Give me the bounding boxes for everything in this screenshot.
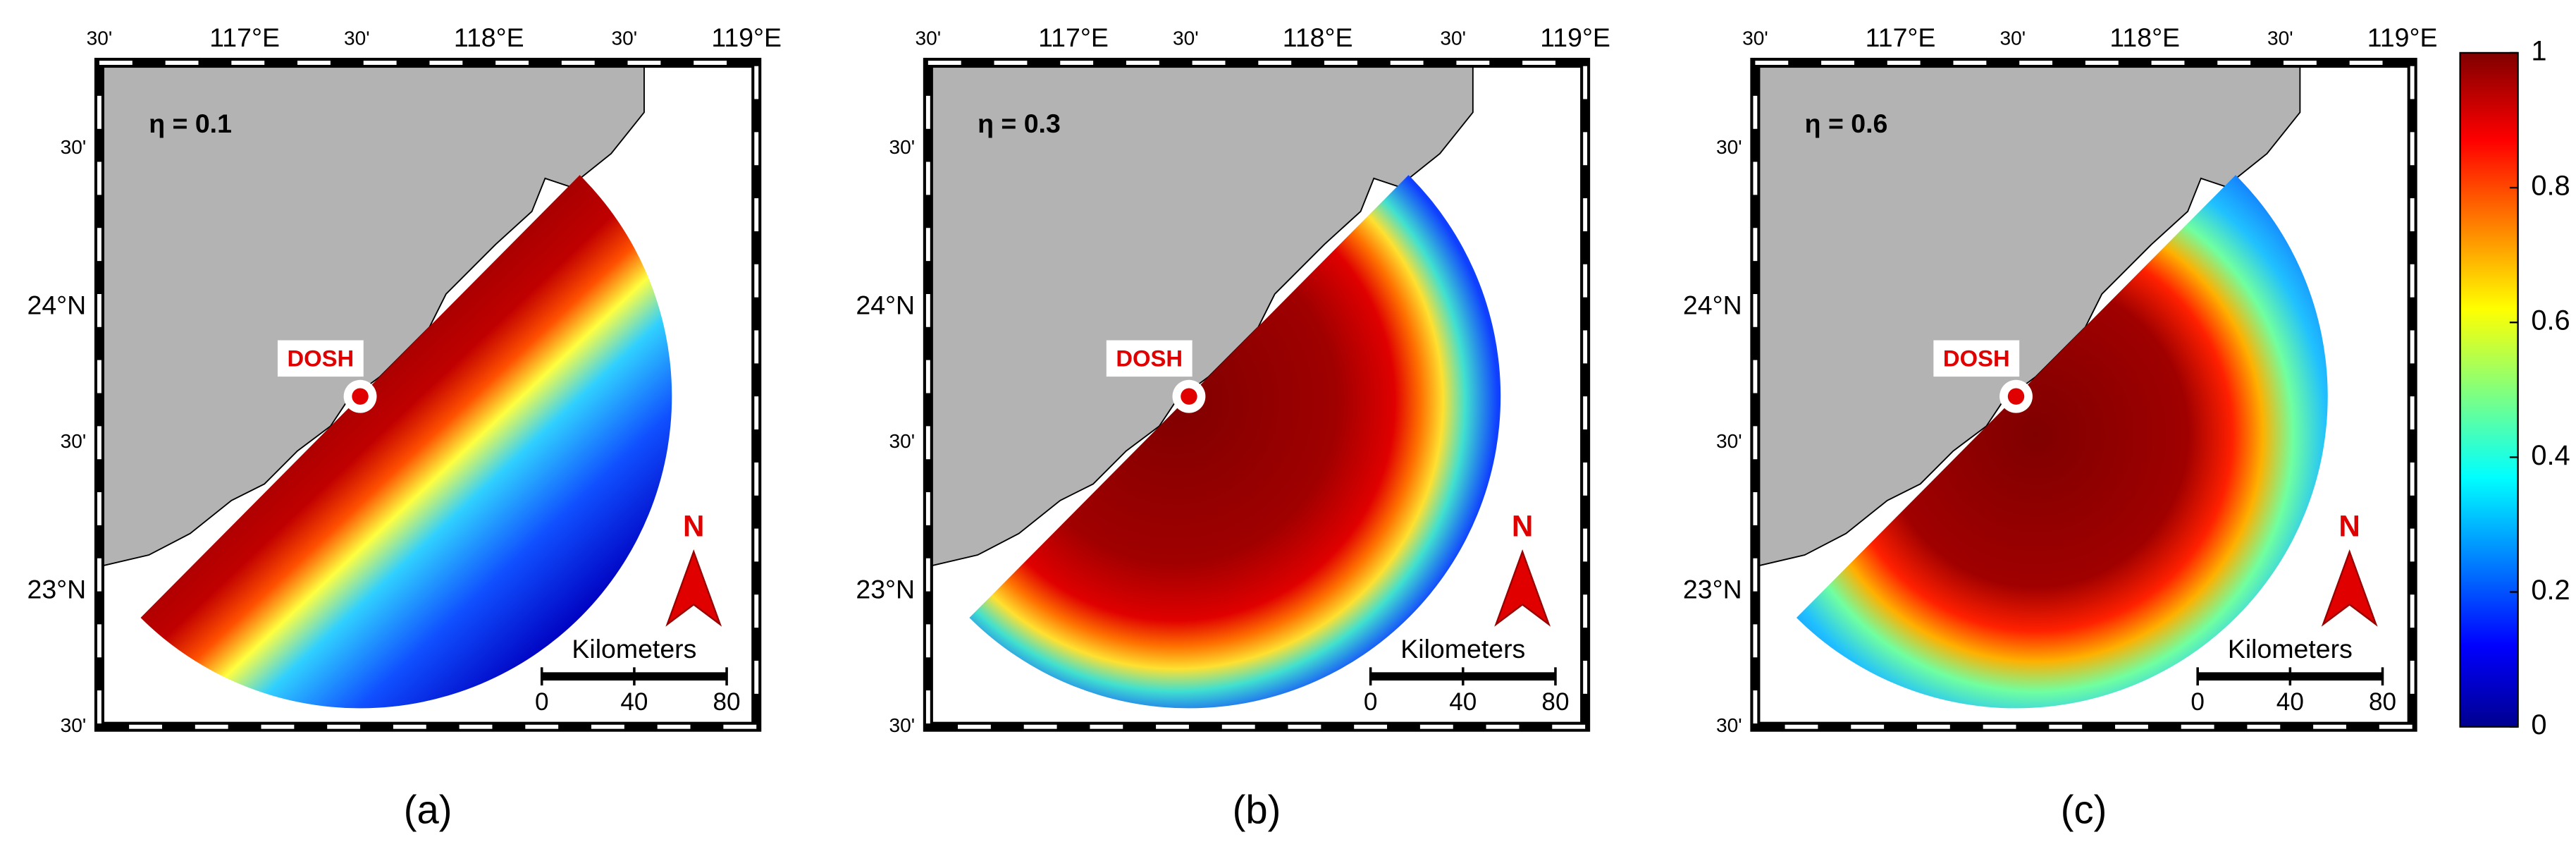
lat-label: 30' — [889, 714, 915, 736]
scale-title: Kilometers — [2228, 634, 2353, 664]
lat-label: 30' — [889, 430, 915, 452]
map-panel: η = 0.6 DOSH N Kilometers 0 40 80 30' 117°E 30' 11… — [1683, 23, 2438, 831]
north-arrow — [665, 549, 722, 627]
scale-title: Kilometers — [572, 634, 696, 664]
coverage-sector — [140, 175, 672, 709]
scale-tick-label: 0 — [535, 688, 549, 716]
map-panel: η = 0.3 DOSH N Kilometers 0 40 80 30' 117°E 30' 11… — [856, 23, 1610, 831]
lat-label: 24°N — [856, 291, 915, 320]
scale-tick-label: 0 — [1364, 688, 1378, 716]
lon-label: 30' — [2000, 28, 2026, 49]
eta-label: η = 0.6 — [1805, 109, 1888, 138]
lon-label: 117°E — [1038, 23, 1109, 52]
lon-label: 30' — [87, 28, 113, 49]
lat-label: 30' — [61, 430, 87, 452]
frame — [1750, 57, 2417, 732]
lon-label: 30' — [344, 28, 370, 49]
lat-label: 23°N — [856, 574, 915, 604]
lon-label: 30' — [916, 28, 942, 49]
lon-label: 30' — [1173, 28, 1199, 49]
station-label-box — [1106, 340, 1193, 377]
frame — [94, 57, 762, 732]
scale-tick-label: 80 — [2369, 688, 2396, 716]
station-label-box — [277, 340, 364, 377]
north-label: N — [683, 510, 704, 543]
lon-label: 118°E — [2109, 23, 2180, 52]
north-arrow — [2321, 549, 2378, 627]
lat-label: 30' — [889, 136, 915, 158]
lon-label: 119°E — [2367, 23, 2438, 52]
north-label: N — [1512, 510, 1533, 543]
station-label: DOSH — [1116, 345, 1183, 371]
lat-label: 30' — [61, 714, 87, 736]
frame — [923, 57, 1591, 732]
lon-label: 117°E — [1866, 23, 1936, 52]
lon-label: 117°E — [209, 23, 280, 52]
scale-tick-label: 40 — [1449, 688, 1477, 716]
eta-label: η = 0.1 — [149, 109, 232, 138]
lat-label: 30' — [1716, 136, 1742, 158]
map-panel: η = 0.1 DOSH N Kilometers 0 40 80 30' 117°E 30' 11… — [27, 23, 782, 831]
lat-label: 23°N — [27, 574, 86, 604]
lon-label: 118°E — [454, 23, 524, 52]
station-dot — [2007, 388, 2025, 405]
scale-tick-label: 40 — [2276, 688, 2304, 716]
station-dot — [352, 388, 369, 405]
coverage-sector — [969, 175, 1501, 709]
colorbar-tick-label: 0.4 — [2531, 440, 2570, 471]
colorbar-tick-label: 0 — [2531, 709, 2546, 740]
north-arrow — [1494, 549, 1551, 627]
lon-label: 30' — [2267, 28, 2293, 49]
lat-label: 23°N — [1683, 574, 1742, 604]
north-label: N — [2338, 510, 2360, 543]
lat-label: 24°N — [1683, 291, 1742, 320]
scale-title: Kilometers — [1400, 634, 1525, 664]
scale-tick-label: 0 — [2190, 688, 2205, 716]
colorbar-tick-label: 0.6 — [2531, 305, 2570, 336]
lon-label: 30' — [1742, 28, 1768, 49]
colorbar-tick-label: 0.8 — [2531, 171, 2570, 202]
lon-label: 30' — [1440, 28, 1466, 49]
lon-label: 119°E — [711, 23, 782, 52]
eta-label: η = 0.3 — [978, 109, 1061, 138]
panel-label: (a) — [404, 787, 452, 831]
colorbar-tick-label: 1 — [2531, 35, 2546, 66]
lat-label: 30' — [1716, 714, 1742, 736]
panel-label: (b) — [1233, 787, 1281, 831]
coverage-sector — [1796, 175, 2328, 709]
station-label-box — [1933, 340, 2020, 377]
lat-label: 30' — [1716, 430, 1742, 452]
lon-label: 30' — [612, 28, 638, 49]
colorbar — [2459, 51, 2519, 728]
station-dot — [1181, 388, 1197, 405]
scale-tick-label: 80 — [713, 688, 741, 716]
scale-tick-label: 40 — [620, 688, 648, 716]
lon-label: 119°E — [1540, 23, 1610, 52]
scale-tick-label: 80 — [1541, 688, 1569, 716]
lon-label: 118°E — [1283, 23, 1353, 52]
colorbar-tick-label: 0.2 — [2531, 575, 2570, 606]
station-label: DOSH — [1943, 345, 2010, 371]
lat-label: 30' — [61, 136, 87, 158]
station-label: DOSH — [287, 345, 354, 371]
panel-label: (c) — [2061, 787, 2107, 831]
lat-label: 24°N — [27, 291, 86, 320]
